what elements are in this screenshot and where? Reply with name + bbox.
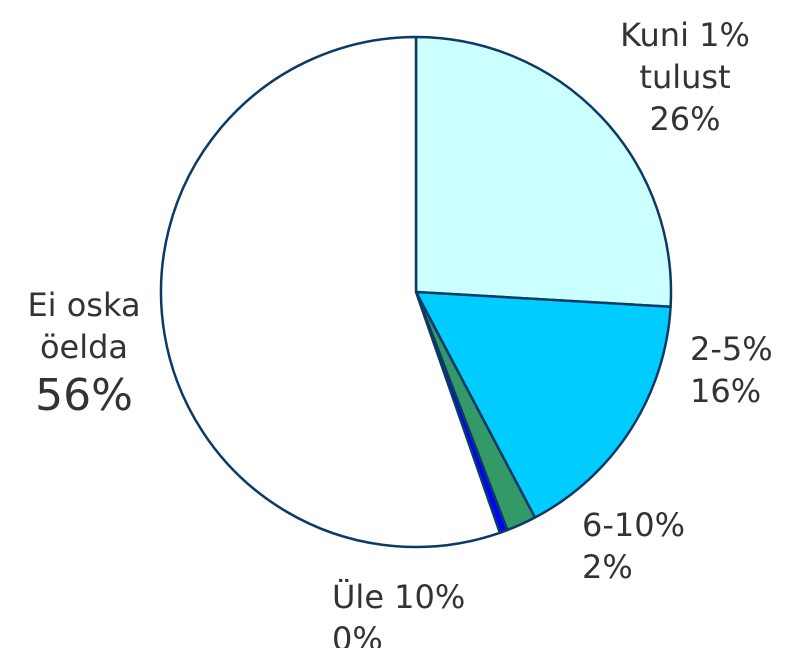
pie-slice [414,290,672,519]
value-label: 16% [690,372,762,410]
slice-label: 6-10% 2% [582,504,732,588]
value-label: 2% [582,548,633,586]
slice-label: Ei oska öelda 56% [4,284,164,424]
slice-label: Üle 10% 0% [332,576,502,648]
value-label: 56% [35,370,133,421]
pie-slice [414,35,673,309]
slice-label: Kuni 1% tulust 26% [590,14,780,140]
category-label: Kuni 1% tulust [620,16,750,96]
value-label: 0% [332,620,383,648]
category-label: 2-5% [690,330,773,368]
slice-label: 2-5% 16% [690,328,800,412]
category-label: Ei oska öelda [27,286,141,366]
category-label: 6-10% [582,506,686,544]
value-label: 26% [649,100,721,138]
category-label: Üle 10% [332,578,466,616]
pie-slice [159,35,502,549]
